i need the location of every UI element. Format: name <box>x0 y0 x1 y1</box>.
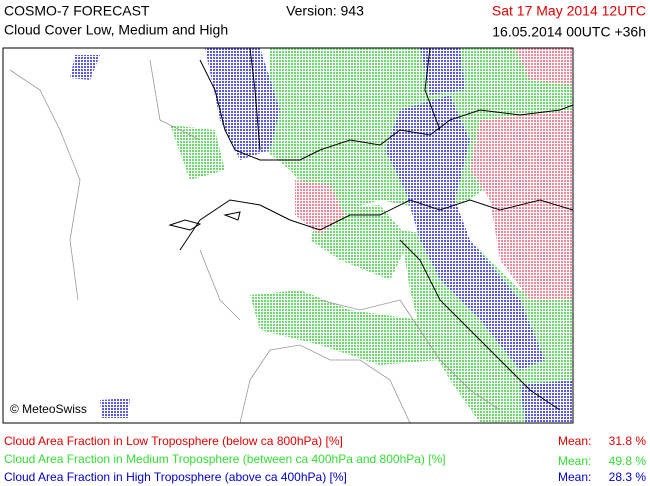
mean-label: Mean: <box>558 434 591 448</box>
coastline <box>239 299 501 423</box>
map <box>3 48 573 423</box>
border <box>399 239 561 411</box>
copyright: © MeteoSwiss <box>10 402 87 416</box>
run-time: 16.05.2014 00UTC +36h <box>492 24 646 40</box>
mean-value: 49.8 % <box>609 454 647 468</box>
cloud-medium <box>310 205 410 280</box>
border <box>199 59 573 161</box>
valid-time: Sat 17 May 2014 12UTC <box>492 3 646 19</box>
cloud-high <box>420 48 465 95</box>
subtitle: Cloud Cover Low, Medium and High <box>4 22 228 38</box>
cloud-low <box>515 48 573 85</box>
cloud-high <box>70 55 100 80</box>
cloud-high <box>205 48 280 160</box>
legend: Cloud Area Fraction in Low Troposphere (… <box>4 434 646 484</box>
cloud-medium <box>250 290 440 365</box>
title: COSMO-7 FORECAST <box>4 3 150 19</box>
mean-label: Mean: <box>558 470 591 484</box>
cloud-high <box>100 398 130 418</box>
border <box>179 199 573 251</box>
cloud-medium <box>170 125 225 180</box>
river <box>9 59 401 321</box>
mean-value: 31.8 % <box>609 434 647 448</box>
lake <box>168 211 241 231</box>
cloud-low <box>295 180 345 235</box>
cloud-high <box>385 95 545 370</box>
legend-label: Cloud Area Fraction in High Troposphere … <box>4 470 347 484</box>
legend-label: Cloud Area Fraction in Medium Tropospher… <box>4 452 446 466</box>
mean-label: Mean: <box>558 454 591 468</box>
map-frame <box>2 47 574 424</box>
border <box>249 48 441 151</box>
legend-label: Cloud Area Fraction in Low Troposphere (… <box>4 434 343 448</box>
mean-value: 28.3 % <box>609 470 647 484</box>
version: Version: 943 <box>286 3 364 19</box>
